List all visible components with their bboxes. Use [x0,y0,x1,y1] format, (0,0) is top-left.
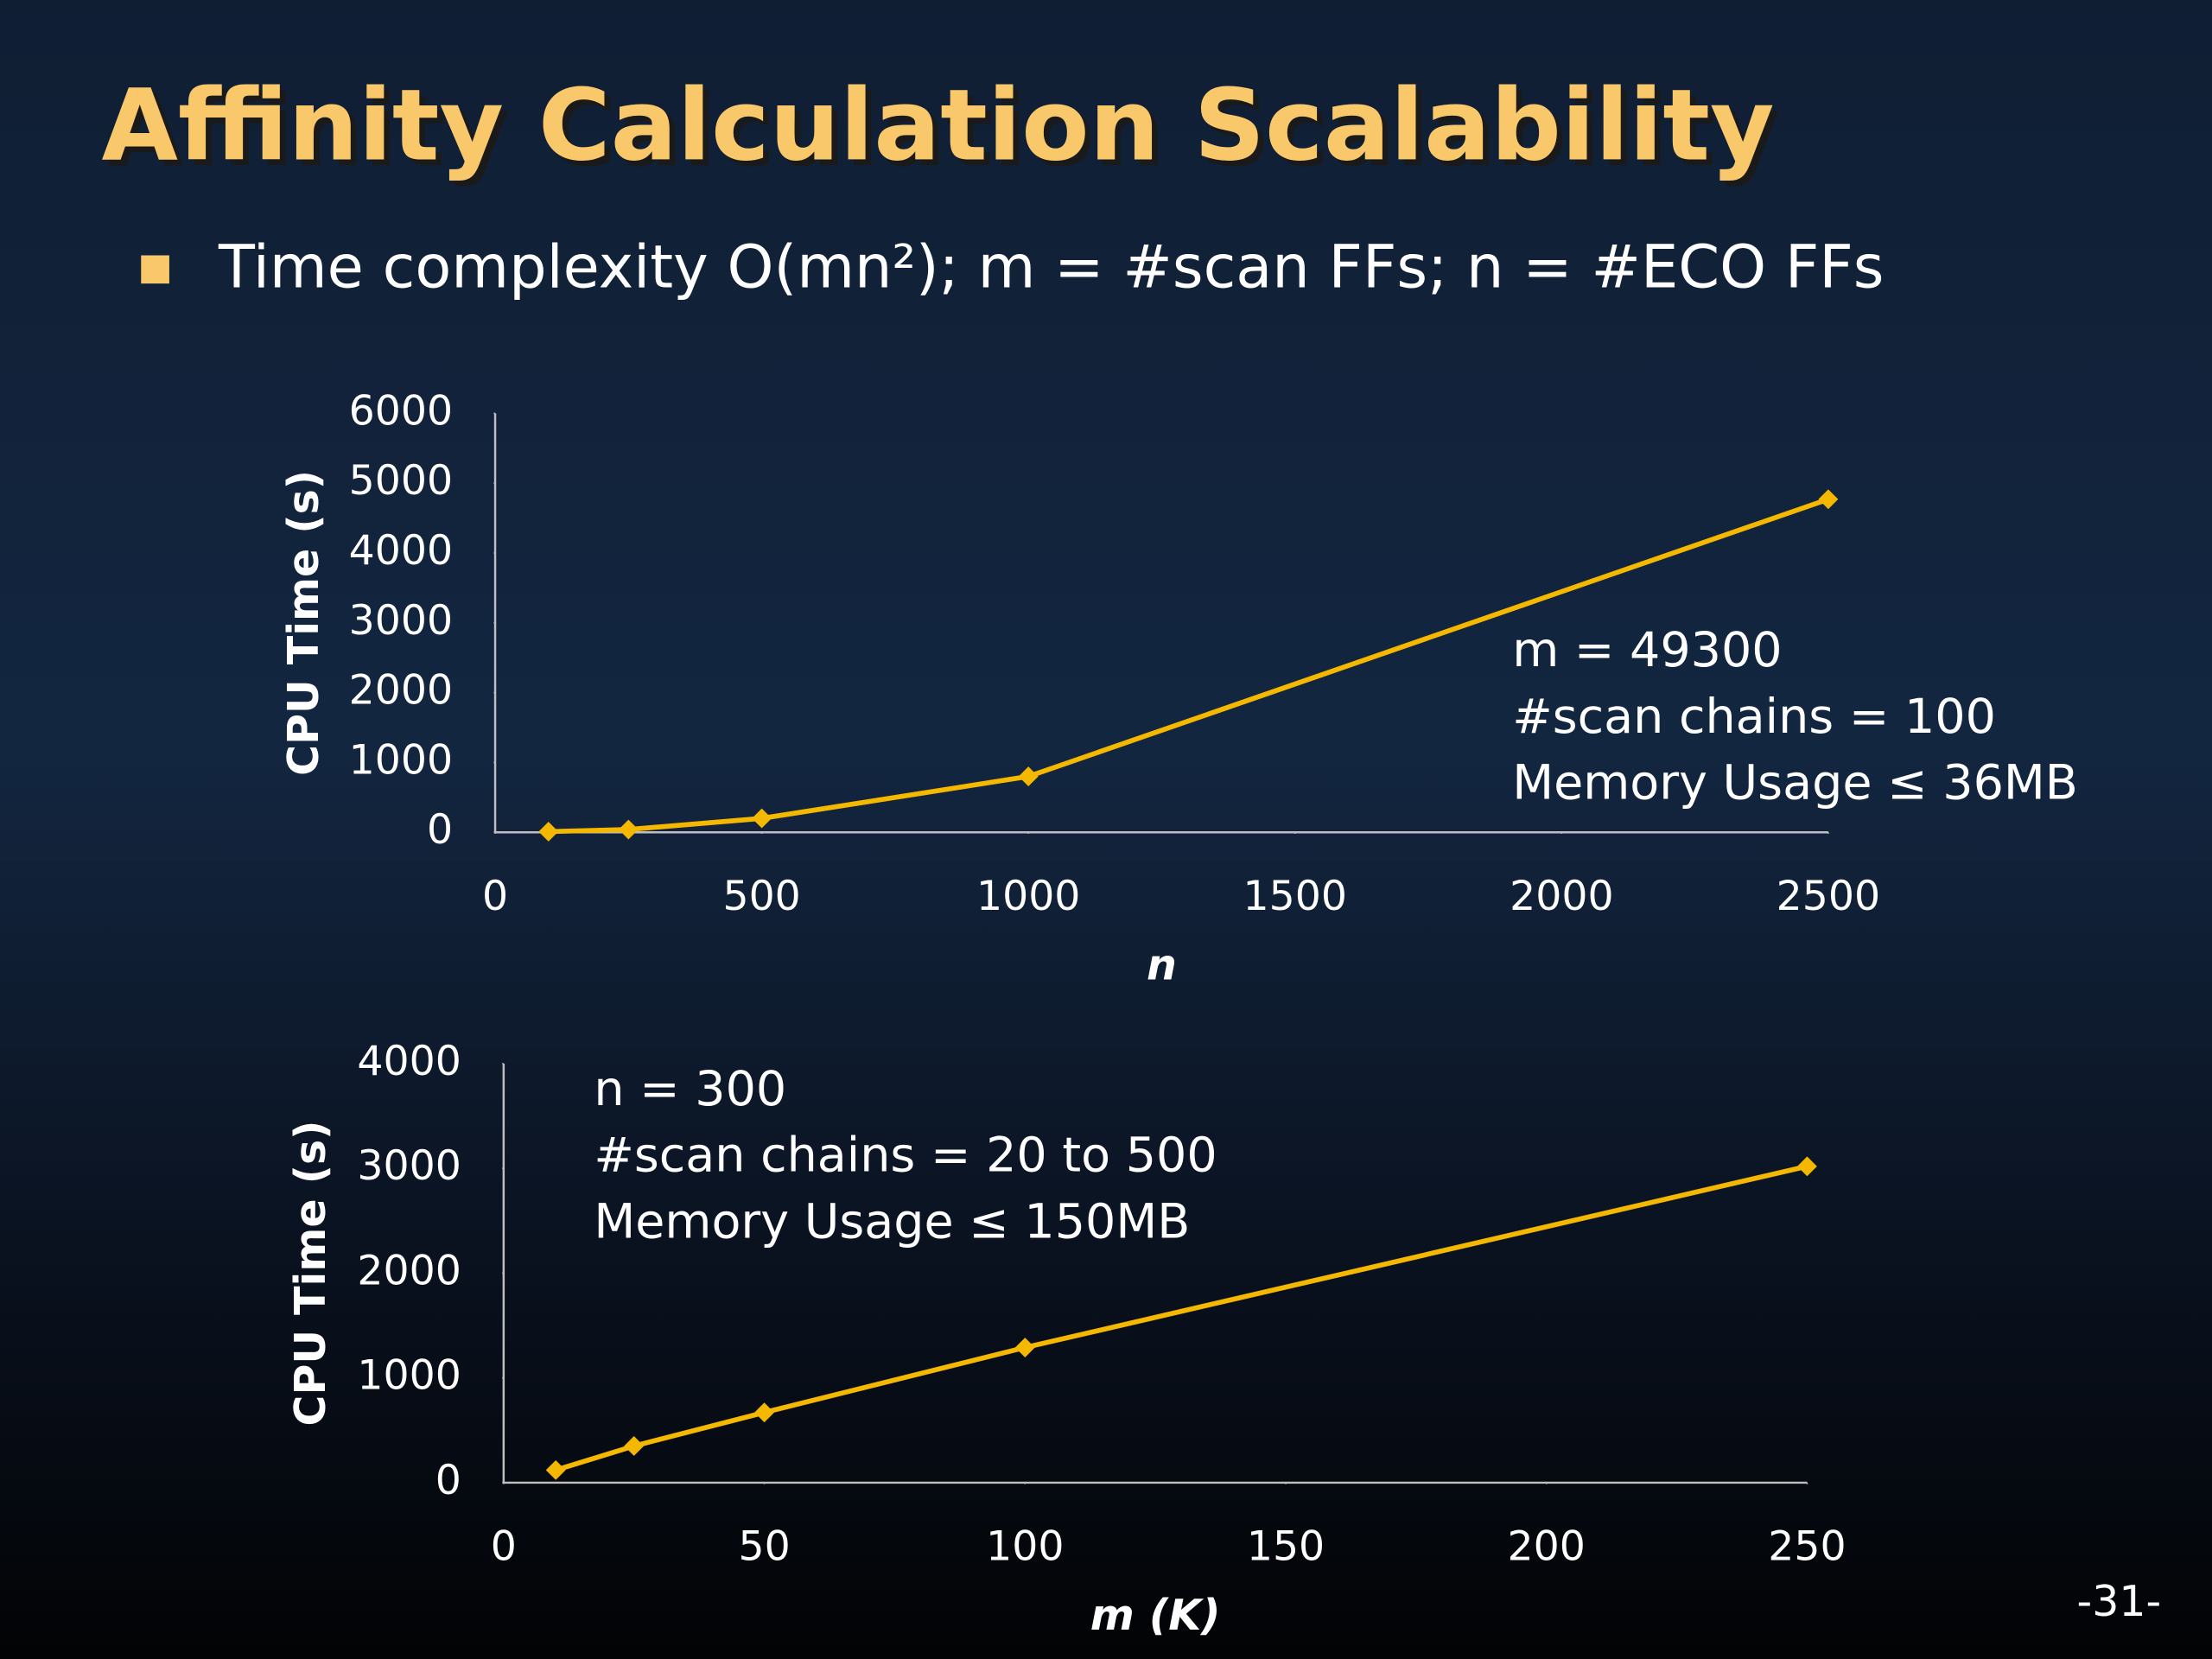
y-tick-label: 3000 [357,1142,461,1190]
x-tick-label: 0 [491,1523,517,1571]
x-tick-label: 1000 [976,873,1080,920]
y-axis-label: CPU Time (s) [286,1120,335,1426]
y-tick-label: 6000 [349,387,453,435]
slide-title: Affinity Calculation Scalability [102,68,1775,183]
x-tick-label: 50 [738,1523,790,1571]
data-point [618,819,639,840]
x-tick-label: 2500 [1777,873,1880,920]
y-tick-label: 0 [435,1457,461,1504]
y-tick-label: 1000 [349,736,453,784]
x-tick-label: 500 [722,873,800,920]
data-point [545,1459,566,1480]
y-tick-label: 3000 [349,597,453,645]
y-tick-label: 4000 [357,1038,461,1085]
x-tick-label: 0 [482,873,508,920]
x-tick-label: 200 [1508,1523,1586,1571]
y-axis-label: CPU Time (s) [279,470,328,776]
x-tick-label: 150 [1247,1523,1325,1571]
x-tick-label: 1500 [1243,873,1347,920]
y-tick-label: 1000 [357,1352,461,1400]
y-tick-label: 4000 [349,527,453,575]
data-point [538,822,559,842]
annotation: n = 300 [594,1061,786,1117]
data-point [754,1402,774,1423]
x-tick-label: 100 [986,1523,1064,1571]
data-point [1018,766,1039,787]
y-tick-label: 2000 [357,1247,461,1294]
title-shadow: Affinity Calculation Scalability [107,73,1780,188]
annotation: #scan chains = 100 [1512,689,1996,745]
data-point [1014,1338,1035,1357]
y-tick-label: 0 [427,806,453,854]
bullet-marker [141,255,169,284]
slide-number: -31- [2077,1577,2162,1626]
bullet-text: Time complexity O(mn²); m = #scan FFs; n… [218,233,1884,302]
data-point [752,808,772,829]
annotation: #scan chains = 20 to 500 [594,1128,1217,1184]
annotation: m = 49300 [1512,622,1782,678]
data-point [1818,489,1839,510]
x-axis-label: n [1147,940,1177,989]
y-tick-label: 5000 [349,457,453,505]
data-point [624,1436,645,1456]
x-tick-label: 250 [1768,1523,1846,1571]
data-point [1797,1156,1817,1177]
x-axis-label: m (K) [1090,1591,1221,1640]
annotation: Memory Usage ≤ 36MB [1512,755,2078,811]
x-tick-label: 2000 [1510,873,1613,920]
y-tick-label: 2000 [349,667,453,715]
annotation: Memory Usage ≤ 150MB [594,1193,1190,1249]
